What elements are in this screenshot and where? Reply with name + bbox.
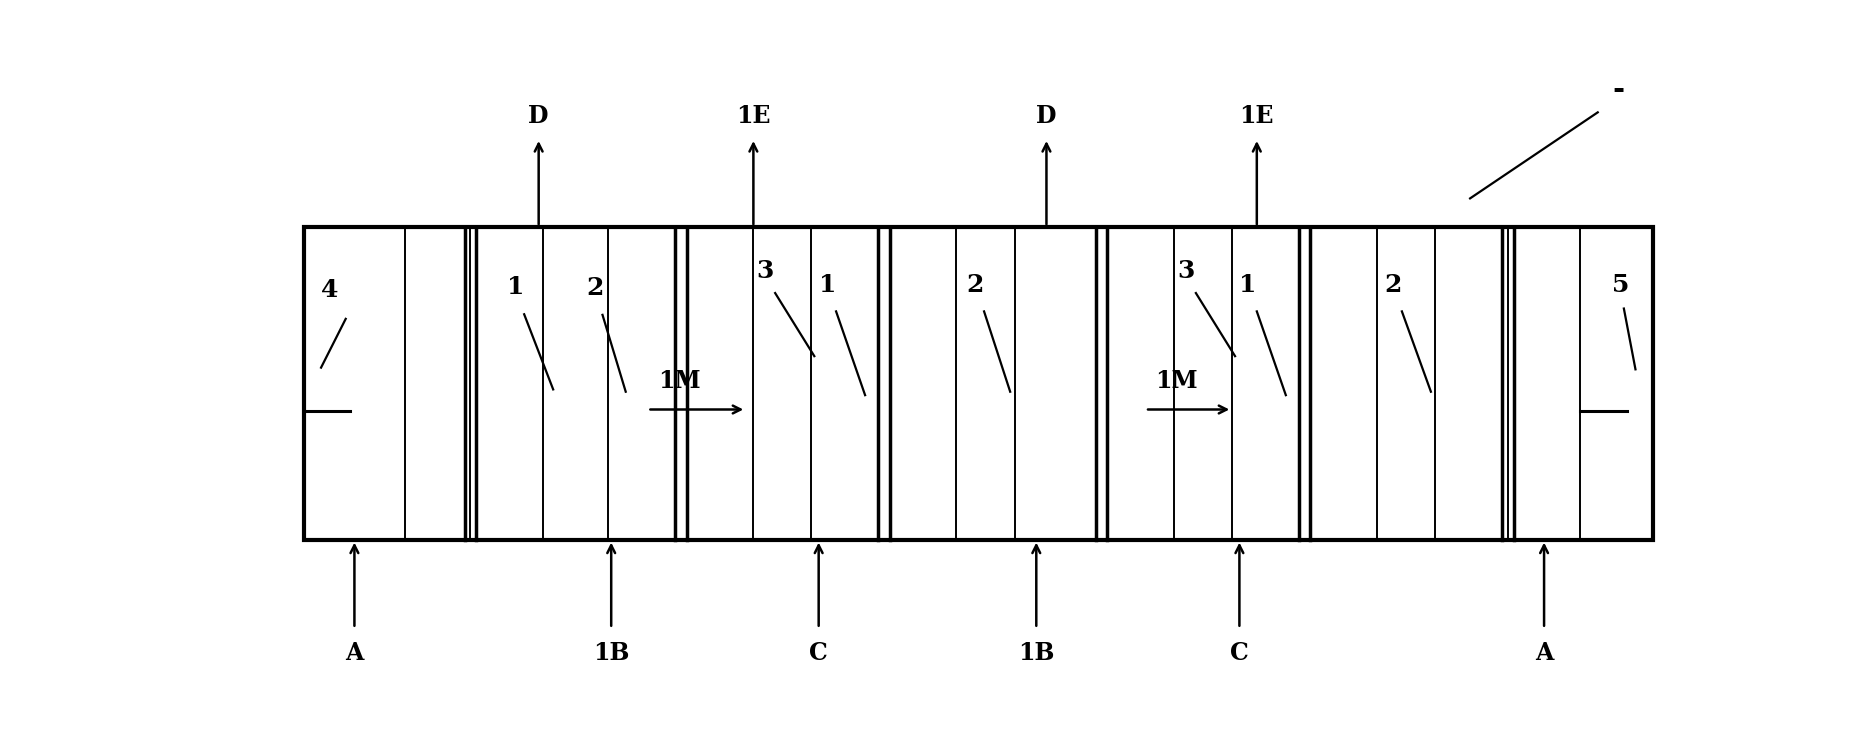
- Text: 3: 3: [1177, 259, 1194, 283]
- Text: 1: 1: [507, 275, 524, 299]
- Text: 2: 2: [1385, 273, 1402, 297]
- Text: D: D: [528, 104, 548, 128]
- Text: 3: 3: [756, 259, 773, 283]
- Text: 1B: 1B: [593, 641, 629, 665]
- Text: C: C: [809, 641, 827, 665]
- Text: C: C: [1230, 641, 1249, 665]
- Text: 1: 1: [818, 273, 837, 297]
- Bar: [303, 227, 1653, 539]
- Text: 1B: 1B: [1018, 641, 1054, 665]
- Text: A: A: [1535, 641, 1554, 665]
- Text: 1M: 1M: [1155, 370, 1198, 393]
- Text: 1E: 1E: [736, 104, 771, 128]
- Text: 1E: 1E: [1239, 104, 1275, 128]
- Text: 5: 5: [1612, 273, 1631, 297]
- Text: A: A: [344, 641, 363, 665]
- Text: -: -: [1612, 74, 1625, 104]
- Text: 4: 4: [322, 278, 339, 302]
- Text: D: D: [1037, 104, 1056, 128]
- Text: 2: 2: [586, 276, 605, 300]
- Text: 1: 1: [1239, 273, 1256, 297]
- Text: 2: 2: [966, 273, 985, 297]
- Text: 1M: 1M: [657, 370, 700, 393]
